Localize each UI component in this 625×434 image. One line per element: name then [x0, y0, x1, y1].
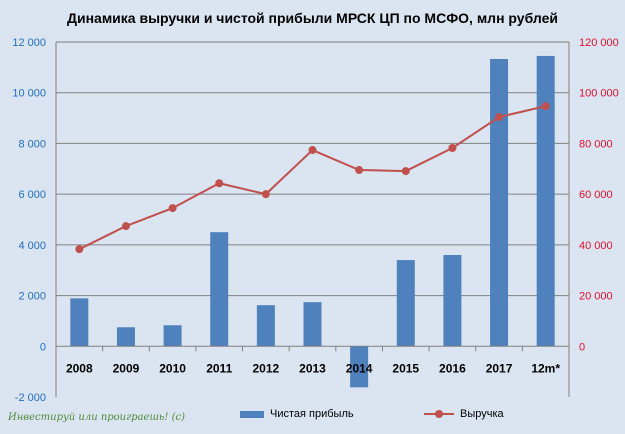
- revenue-point-2012: [261, 190, 270, 199]
- watermark: Инвестируй или проиграешь! (с): [8, 412, 185, 423]
- revenue-point-2008: [75, 245, 84, 254]
- left-tick-label: -2 000: [15, 392, 46, 404]
- x-tick-label: 2014: [346, 361, 373, 375]
- x-tick-label: 2017: [486, 361, 513, 375]
- x-tick-label: 2008: [66, 361, 93, 375]
- bar-12m*: [536, 55, 555, 347]
- x-tick-label: 2013: [299, 361, 326, 375]
- legend-item-profit: Чистая прибыль: [240, 408, 354, 420]
- bar-2009: [116, 327, 135, 347]
- legend-label-profit: Чистая прибыль: [270, 408, 354, 420]
- left-tick-label: 12 000: [12, 37, 46, 49]
- left-tick-label: 6 000: [18, 189, 46, 201]
- left-tick-label: 4 000: [18, 240, 46, 252]
- left-tick-label: 10 000: [12, 88, 46, 100]
- right-tick-label: 20 000: [579, 291, 613, 303]
- revenue-point-2014: [355, 166, 364, 175]
- legend-line-swatch: [424, 410, 454, 418]
- right-tick-label: 120 000: [579, 37, 619, 49]
- bar-2014: [350, 346, 369, 388]
- revenue-point-2009: [121, 222, 130, 231]
- legend-item-revenue: Выручка: [424, 408, 504, 420]
- right-tick-label: 40 000: [579, 240, 613, 252]
- bar-2011: [210, 232, 229, 347]
- x-tick-label: 2011: [206, 361, 232, 375]
- bar-2010: [163, 325, 182, 347]
- left-tick-label: 8 000: [18, 138, 46, 150]
- revenue-point-2015: [401, 167, 410, 176]
- revenue-point-12m*: [541, 102, 550, 111]
- left-tick-label: 0: [40, 341, 46, 353]
- revenue-point-2011: [215, 179, 224, 188]
- bar-2012: [256, 305, 275, 347]
- x-tick-label: 2015: [392, 361, 419, 375]
- x-tick-label: 12m*: [531, 361, 560, 375]
- right-tick-label: 100 000: [579, 88, 619, 100]
- bar-2015: [396, 260, 415, 347]
- bar-2013: [303, 302, 322, 347]
- x-tick-label: 2009: [113, 361, 140, 375]
- revenue-point-2013: [308, 146, 317, 155]
- left-tick-label: 2 000: [18, 291, 46, 303]
- legend-label-revenue: Выручка: [460, 408, 504, 420]
- right-tick-label: 0: [579, 341, 585, 353]
- revenue-point-2010: [168, 204, 177, 213]
- x-tick-label: 2012: [253, 361, 280, 375]
- x-tick-label: 2016: [439, 361, 466, 375]
- bar-2016: [443, 255, 462, 347]
- chart-title: Динамика выручки и чистой прибыли МРСК Ц…: [67, 10, 558, 26]
- revenue-point-2016: [448, 143, 457, 152]
- right-tick-label: 80 000: [579, 138, 613, 150]
- legend-bar-swatch: [240, 410, 264, 418]
- bar-2017: [490, 58, 509, 347]
- right-tick-label: 60 000: [579, 189, 613, 201]
- revenue-point-2017: [495, 113, 504, 122]
- bar-2008: [70, 298, 89, 347]
- x-tick-label: 2010: [159, 361, 186, 375]
- revenue-line: [78, 105, 546, 251]
